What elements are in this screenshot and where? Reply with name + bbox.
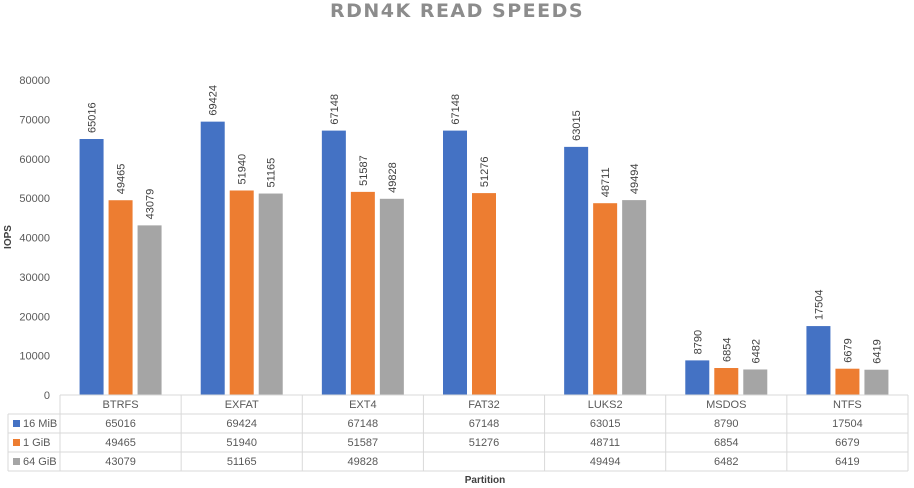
data-label: 49465 xyxy=(116,164,128,195)
table-cell: 51276 xyxy=(469,437,500,449)
bar xyxy=(714,368,739,395)
table-cell: 17504 xyxy=(832,418,863,430)
table-cell: 69424 xyxy=(226,418,257,430)
y-tick-label: 20000 xyxy=(19,311,50,323)
table-cell: 49465 xyxy=(105,437,136,449)
bar xyxy=(200,121,225,395)
legend-label: 1 GiB xyxy=(23,437,51,449)
table-cell: 51587 xyxy=(348,437,379,449)
data-label: 48711 xyxy=(600,167,612,197)
data-label: 6482 xyxy=(750,339,762,363)
table-cell: 6679 xyxy=(835,437,859,449)
data-label: 6419 xyxy=(871,339,883,363)
category-label: BTRFS xyxy=(103,399,139,411)
legend-swatch xyxy=(13,420,20,427)
bar xyxy=(472,193,496,395)
y-tick-label: 60000 xyxy=(19,154,50,166)
category-label: EXT4 xyxy=(349,399,377,411)
y-tick-label: 10000 xyxy=(19,351,50,363)
bar xyxy=(806,326,831,395)
category-label: NTFS xyxy=(833,399,862,411)
legend-label: 16 MiB xyxy=(23,418,57,430)
data-label: 65016 xyxy=(87,102,99,133)
category-label: EXFAT xyxy=(225,399,259,411)
data-label: 67148 xyxy=(450,94,462,125)
bar xyxy=(321,130,346,396)
y-axis-ticks: 0 10000 20000 30000 40000 50000 60000 70000 8000… xyxy=(19,75,50,402)
data-label: 67148 xyxy=(329,94,341,125)
data-label: 51587 xyxy=(358,155,370,186)
data-label: 51276 xyxy=(479,157,491,188)
category-label: LUKS2 xyxy=(588,399,623,411)
data-label: 51165 xyxy=(266,158,278,188)
table-cell: 65016 xyxy=(105,418,136,430)
data-label: 49828 xyxy=(387,162,399,193)
table-cell: 67148 xyxy=(348,418,379,430)
bar xyxy=(350,191,375,395)
bar xyxy=(864,369,889,395)
table-cell: 6854 xyxy=(714,437,738,449)
category-label: FAT32 xyxy=(468,399,500,411)
bar xyxy=(379,198,404,395)
y-tick-label: 50000 xyxy=(19,193,50,205)
table-cell: 67148 xyxy=(469,418,500,430)
data-labels: 65016 49465 43079 69424 51940 51165 67148 51587… xyxy=(87,85,884,364)
bar xyxy=(593,203,618,395)
data-label: 8790 xyxy=(692,330,704,354)
data-label: 43079 xyxy=(145,189,157,220)
data-label: 49494 xyxy=(629,164,641,195)
y-axis-label: IOPS xyxy=(3,225,14,249)
bar xyxy=(108,200,133,395)
table-cell: 49828 xyxy=(348,456,379,468)
y-tick-label: 70000 xyxy=(19,114,50,126)
bar xyxy=(622,200,647,395)
chart-title: RDN4K READ SPEEDS xyxy=(330,0,584,22)
y-tick-label: 40000 xyxy=(19,233,50,245)
table-cell: 49494 xyxy=(590,456,621,468)
x-axis-label: Partition xyxy=(465,475,506,486)
bar xyxy=(137,225,162,395)
table-cell: 6419 xyxy=(835,456,859,468)
table-cell: 63015 xyxy=(590,418,621,430)
bar xyxy=(743,369,768,395)
table-cell: 48711 xyxy=(590,437,620,449)
legend-label: 64 GiB xyxy=(23,456,57,468)
data-label: 63015 xyxy=(571,110,583,141)
bar xyxy=(564,146,589,395)
table-cell: 8790 xyxy=(714,418,738,430)
table-cell: 43079 xyxy=(105,456,136,468)
y-tick-label: 80000 xyxy=(19,75,50,87)
bar xyxy=(835,368,860,395)
legend-swatch xyxy=(13,439,20,446)
y-tick-label: 30000 xyxy=(19,272,50,284)
table-cell: 51165 xyxy=(227,456,257,468)
data-label: 69424 xyxy=(208,85,220,116)
bar xyxy=(685,360,710,395)
bar xyxy=(229,190,254,395)
table-cell: 51940 xyxy=(226,437,257,449)
bars xyxy=(79,121,889,396)
data-label: 51940 xyxy=(237,154,249,185)
bar xyxy=(443,130,467,396)
y-tick-label: 0 xyxy=(44,390,50,402)
data-label: 6679 xyxy=(842,338,854,362)
table-cell: 6482 xyxy=(714,456,738,468)
bar xyxy=(258,193,283,395)
data-label: 6854 xyxy=(721,338,733,362)
bar xyxy=(79,138,104,395)
data-label: 17504 xyxy=(813,289,825,320)
legend-swatch xyxy=(13,458,20,465)
data-table: BTRFS EXFAT EXT4 FAT32 LUKS2 MSDOS NTFS 16 MiB 6… xyxy=(7,394,909,472)
category-label: MSDOS xyxy=(706,399,746,411)
